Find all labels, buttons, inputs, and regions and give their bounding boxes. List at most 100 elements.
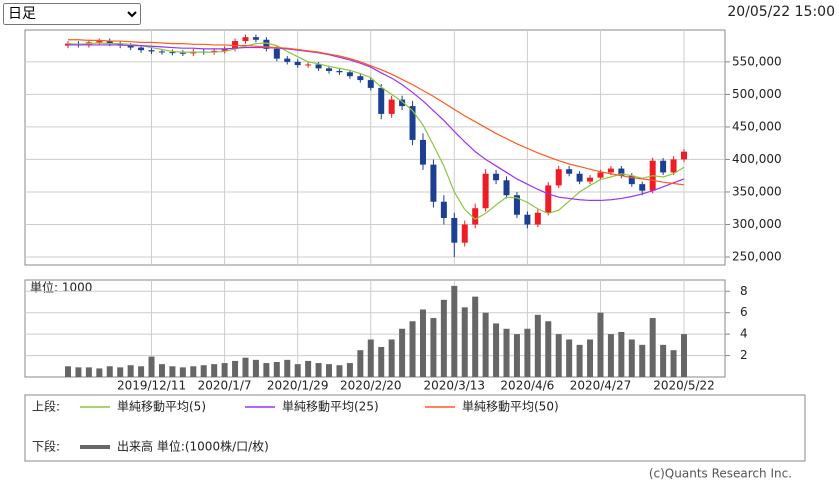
y-tick-label: 450,000 [732,119,782,133]
candle-body [461,224,468,243]
ma-line [67,42,685,221]
candle-body [587,177,594,182]
volume-bar [472,296,479,377]
candle-body [576,173,583,182]
volume-bar [242,357,249,377]
candle-body [367,80,374,88]
candle-body [409,106,416,140]
candle-body [607,168,614,173]
volume-bar [524,328,531,377]
volume-bar [263,363,270,377]
candle-body [336,70,343,73]
volume-bar [597,312,604,377]
volume-bar [660,344,667,377]
volume-bar [211,364,218,377]
x-tick-label: 2020/4/27 [570,379,632,393]
x-tick-label: 2020/4/6 [500,379,554,393]
candle-body [628,175,635,185]
legend-label: 単純移動平均(5) [117,400,206,414]
ma-line [68,44,685,202]
candle-body [284,58,291,62]
candle-body [482,173,489,209]
volume-bar [388,339,395,377]
volume-bar [232,360,239,377]
candle-body [440,201,447,218]
legend-box [24,394,806,462]
ma-line [68,39,685,186]
candle-body [388,99,395,114]
volume-bar [670,350,677,377]
volume-bar [273,361,280,377]
legend-lower: 下段: [32,439,60,454]
volume-bar [618,331,625,377]
legend-label: 出来高 単位:(1000株/口/枚) [117,439,269,454]
volume-bar [378,346,385,377]
volume-bar [493,323,500,377]
x-tick-label: 2020/1/7 [198,379,252,393]
volume-bar [85,367,92,377]
candle-body [169,52,176,54]
volume-bar [440,299,447,377]
y-tick-label: 8 [740,284,748,298]
candle-body [545,185,552,213]
candle-body [513,195,520,215]
y-tick-label: 250,000 [732,249,782,263]
volume-bar [336,365,343,377]
candle-body [346,72,353,77]
legend-upper: 上段: [32,399,60,414]
candle-body [179,52,186,54]
y-tick-label: 6 [740,305,748,319]
volume-bar [545,321,552,377]
volume-bar [158,364,165,377]
volume-bar [169,366,176,377]
candle-body [148,50,155,52]
y-tick-label: 550,000 [732,54,782,68]
volume-bar [566,339,573,377]
volume-bar [461,307,468,377]
candle-body [378,87,385,114]
volume-unit: 単位: 1000 [30,280,92,295]
volume-bar [607,334,614,377]
volume-bar [179,367,186,377]
period-select[interactable]: 日足 [3,3,141,25]
volume-bar [534,314,541,377]
legend-label: 単純移動平均(25) [282,400,379,414]
y-tick-label: 400,000 [732,152,782,166]
candle-body [681,151,687,160]
candle-body [660,160,667,173]
volume-bar [649,318,656,377]
volume-bar [681,334,687,377]
y-tick-label: 2 [740,348,748,362]
copyright: (c)Quants Research Inc. [649,467,792,481]
volume-bar [200,365,207,377]
volume-bar [148,356,155,377]
y-tick-label: 300,000 [732,217,782,231]
candle-body [326,68,333,71]
candle-body [670,159,677,173]
candle-body [294,61,301,66]
candle-body [315,64,322,69]
candle-body [555,169,562,186]
volume-bar [106,366,113,377]
volume-bar [503,328,510,377]
volume-bar [367,339,374,377]
volume-bar [513,334,520,377]
candle-body [399,99,406,107]
volume-bar [96,368,103,377]
volume-bar [326,364,333,377]
x-tick-label: 2019/12/11 [117,379,186,393]
candle-body [263,39,270,49]
x-tick-label: 2020/3/13 [424,379,486,393]
volume-bar [117,367,124,377]
candle-body [618,168,625,176]
volume-bar [75,367,82,377]
x-tick-label: 2020/1/29 [267,379,329,393]
candle-body [503,180,510,196]
volume-bar [305,360,312,377]
volume-bar [315,363,322,377]
volume-bar [399,328,406,377]
candle-body [273,48,280,59]
candle-body [566,169,573,174]
candle-body [106,41,113,44]
